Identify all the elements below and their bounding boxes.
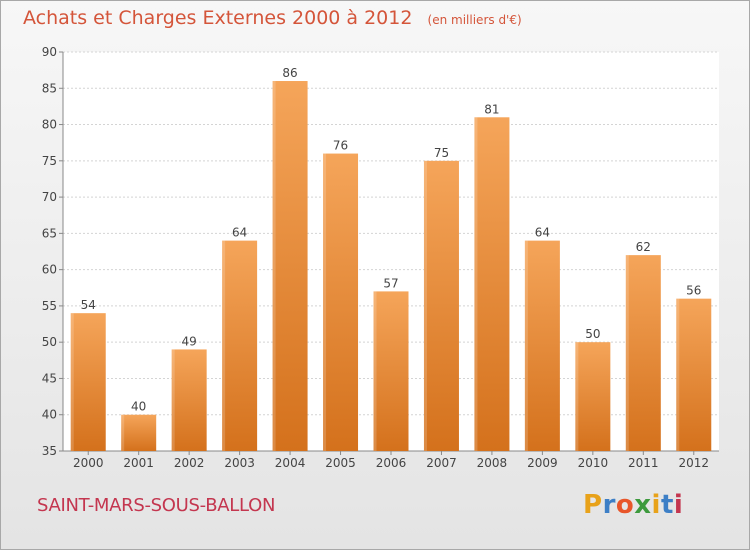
bar-highlight	[121, 414, 125, 451]
bar-2003	[222, 240, 258, 451]
y-tick-label: 80	[42, 118, 57, 132]
bar-2007	[423, 160, 459, 451]
bar-highlight	[474, 117, 478, 452]
x-tick-label: 2009	[527, 456, 558, 470]
y-tick-label: 75	[42, 154, 57, 168]
x-tick-label: 2006	[376, 456, 407, 470]
bar-highlight	[524, 240, 528, 451]
y-tick-label: 85	[42, 81, 57, 95]
y-tick-label: 55	[42, 299, 57, 313]
x-tick-label: 2010	[578, 456, 609, 470]
logo-letter: P	[583, 490, 603, 520]
chart-title: Achats et Charges Externes 2000 à 2012	[23, 7, 413, 29]
bar-value-label: 57	[383, 276, 398, 290]
bar-2011	[625, 255, 661, 451]
logo-letter: x	[634, 490, 652, 520]
bar-highlight	[272, 81, 276, 451]
proxiti-logo: Proxiti	[583, 490, 683, 520]
bar-value-label: 40	[131, 400, 146, 414]
bar-value-label: 56	[686, 284, 701, 298]
bar-value-label: 64	[232, 226, 247, 240]
x-tick-label: 2004	[275, 456, 306, 470]
y-tick-label: 50	[42, 335, 57, 349]
bar-highlight	[423, 160, 427, 451]
bar-highlight	[323, 153, 327, 451]
logo-letter: i	[673, 490, 684, 520]
bar-2010	[575, 342, 611, 451]
x-tick-label: 2005	[325, 456, 356, 470]
x-tick-label: 2001	[123, 456, 154, 470]
bar-highlight	[222, 240, 226, 451]
y-tick-label: 35	[42, 444, 57, 458]
bar-value-label: 64	[535, 226, 550, 240]
x-tick-label: 2000	[73, 456, 104, 470]
y-tick-label: 45	[42, 371, 57, 385]
x-tick-label: 2007	[426, 456, 457, 470]
y-tick-label: 70	[42, 190, 57, 204]
logo-letter: i	[651, 490, 661, 520]
bar-value-label: 54	[81, 298, 96, 312]
x-tick-label: 2011	[628, 456, 659, 470]
bar-2005	[323, 153, 359, 451]
bar-2012	[676, 298, 712, 451]
bar-value-label: 81	[484, 102, 499, 116]
x-tick-label: 2012	[678, 456, 709, 470]
y-tick-label: 65	[42, 226, 57, 240]
logo-letter: t	[660, 490, 674, 520]
bar-value-label: 76	[333, 139, 348, 153]
bar-highlight	[625, 255, 629, 451]
y-tick-label: 60	[42, 263, 57, 277]
bar-value-label: 75	[434, 146, 449, 160]
x-tick-label: 2008	[477, 456, 508, 470]
y-tick-label: 40	[42, 408, 57, 422]
logo-letter: r	[602, 490, 616, 520]
bar-2004	[272, 81, 308, 451]
bar-highlight	[70, 313, 74, 451]
chart-subtitle: (en milliers d'€)	[427, 13, 522, 27]
bar-value-label: 50	[585, 327, 600, 341]
bar-2006	[373, 291, 409, 451]
bar-highlight	[373, 291, 377, 451]
bar-2001	[121, 414, 157, 451]
x-tick-label: 2002	[174, 456, 205, 470]
logo-letter: o	[615, 490, 635, 520]
bar-highlight	[676, 298, 680, 451]
bar-2009	[524, 240, 560, 451]
y-tick-label: 90	[42, 45, 57, 59]
bar-value-label: 62	[636, 240, 651, 254]
chart-title-block: Achats et Charges Externes 2000 à 2012 (…	[23, 7, 522, 29]
x-tick-label: 2003	[224, 456, 255, 470]
bar-value-label: 49	[182, 334, 197, 348]
bar-highlight	[575, 342, 579, 451]
bar-2002	[171, 349, 207, 451]
commune-name: SAINT-MARS-SOUS-BALLON	[37, 495, 276, 516]
bar-value-label: 86	[282, 66, 297, 80]
bar-2008	[474, 117, 510, 452]
bar-highlight	[171, 349, 175, 451]
bar-2000	[70, 313, 106, 451]
